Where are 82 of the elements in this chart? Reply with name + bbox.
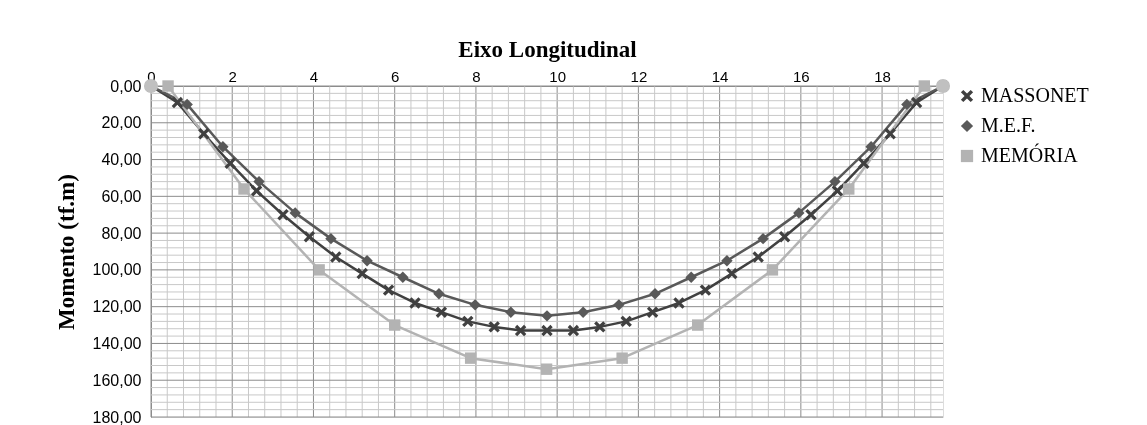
point — [752, 251, 764, 263]
point — [829, 175, 841, 188]
point — [805, 209, 817, 221]
y-tick-label: 140,00 — [92, 334, 142, 352]
point — [858, 157, 870, 169]
point — [388, 319, 401, 331]
point — [224, 157, 236, 169]
point — [488, 321, 500, 333]
y-tick-label: 120,00 — [92, 298, 142, 316]
point — [540, 363, 553, 375]
point — [361, 254, 373, 267]
point — [831, 185, 844, 197]
point — [356, 267, 368, 280]
point — [313, 264, 325, 276]
y-tick-label: 80,00 — [101, 224, 142, 242]
point — [250, 185, 263, 197]
point — [646, 306, 659, 318]
x-tick-label: 14 — [711, 67, 729, 85]
point — [162, 80, 174, 92]
point — [673, 297, 685, 309]
point — [613, 299, 625, 311]
y-tick-label: 40,00 — [101, 151, 142, 169]
point — [217, 140, 229, 153]
point — [757, 232, 769, 245]
point — [865, 140, 877, 153]
point — [238, 183, 250, 195]
y-tick-label: 0,00 — [110, 77, 142, 95]
point — [181, 98, 193, 111]
point — [793, 207, 805, 219]
point — [778, 231, 791, 243]
point — [330, 251, 342, 263]
point — [726, 267, 738, 280]
point — [433, 288, 445, 300]
point — [514, 324, 527, 337]
point — [620, 315, 632, 328]
point — [843, 183, 855, 195]
point — [435, 306, 448, 318]
x-tick-label: 6 — [391, 67, 400, 85]
y-axis-title: Momento (tf.m) — [53, 174, 79, 330]
point — [594, 321, 606, 333]
x-tick-label: 12 — [630, 67, 648, 85]
x-tick-label: 18 — [874, 67, 891, 85]
y-tick-label: 100,00 — [92, 261, 142, 279]
point — [462, 315, 474, 328]
y-tick-label: 60,00 — [101, 187, 142, 205]
point — [198, 128, 210, 140]
point — [766, 264, 779, 276]
point — [616, 352, 628, 364]
point — [685, 271, 697, 283]
point — [884, 128, 896, 140]
point — [918, 80, 931, 92]
point — [901, 98, 913, 111]
x-tick-label: 4 — [309, 67, 319, 85]
legend-label: MEMÓRIA — [981, 143, 1079, 166]
point — [171, 96, 184, 109]
point — [721, 254, 733, 267]
point — [910, 96, 923, 109]
point — [464, 352, 477, 364]
x-tick-label: 8 — [472, 67, 481, 85]
point — [409, 297, 421, 309]
y-tick-label: 160,00 — [92, 371, 142, 389]
point — [691, 319, 704, 331]
point — [325, 232, 337, 245]
point — [253, 175, 265, 188]
x-axis-title: Eixo Longitudinal — [458, 36, 637, 62]
y-tick-label: 180,00 — [92, 408, 142, 425]
x-tick-label: 2 — [228, 67, 237, 85]
y-tick-label: 20,00 — [101, 114, 142, 132]
point — [303, 231, 316, 243]
point — [469, 299, 481, 311]
legend-label: MASSONET — [981, 84, 1089, 106]
point — [541, 310, 553, 322]
x-tick-label: 10 — [549, 67, 566, 85]
point — [577, 306, 589, 318]
legend-label: M.E.F. — [981, 114, 1036, 136]
point — [397, 271, 409, 283]
point — [505, 306, 517, 318]
x-tick-label: 16 — [793, 67, 810, 85]
point — [289, 207, 301, 219]
point — [567, 324, 580, 337]
point — [649, 288, 661, 300]
point — [277, 209, 289, 221]
